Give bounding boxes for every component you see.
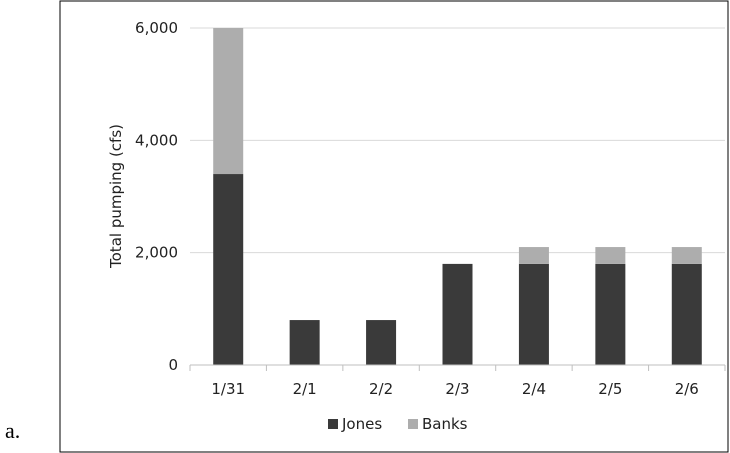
legend-label-banks: Banks <box>422 415 468 433</box>
bar-jones <box>366 320 397 365</box>
x-tick-label: 2/4 <box>522 380 546 398</box>
legend-swatch-jones <box>328 419 338 429</box>
bar-banks <box>518 247 549 264</box>
legend-label-jones: Jones <box>341 415 382 433</box>
y-tick-label: 0 <box>168 356 178 374</box>
y-tick-label: 4,000 <box>135 131 178 149</box>
gridlines <box>190 27 725 254</box>
x-tick-label: 2/5 <box>598 380 622 398</box>
bar-banks <box>671 247 702 264</box>
bar-jones <box>289 320 320 365</box>
x-tick-labels: 1/31 2/1 2/2 2/3 2/4 2/5 2/6 <box>189 365 726 398</box>
bar-jones <box>671 263 702 365</box>
bar-banks <box>595 247 626 264</box>
x-tick-label: 1/31 <box>211 380 245 398</box>
legend: Jones Banks <box>328 415 468 433</box>
y-axis-title: Total pumping (cfs) <box>107 124 125 269</box>
bar-jones <box>213 174 244 365</box>
bars <box>213 28 702 365</box>
y-tick-label: 6,000 <box>135 19 178 37</box>
x-tick-label: 2/1 <box>293 380 317 398</box>
legend-swatch-banks <box>408 419 418 429</box>
y-tick-label: 2,000 <box>135 244 178 262</box>
x-tick-label: 2/6 <box>675 380 699 398</box>
panel-label: a. <box>5 418 21 443</box>
bar-banks <box>213 28 244 175</box>
bar-jones <box>518 263 549 365</box>
y-tick-labels: 0 2,000 4,000 6,000 <box>135 19 178 374</box>
bar-jones <box>595 263 626 365</box>
chart-frame <box>59 0 729 453</box>
x-tick-label: 2/3 <box>445 380 469 398</box>
bar-jones <box>442 263 473 365</box>
x-tick-label: 2/2 <box>369 380 393 398</box>
